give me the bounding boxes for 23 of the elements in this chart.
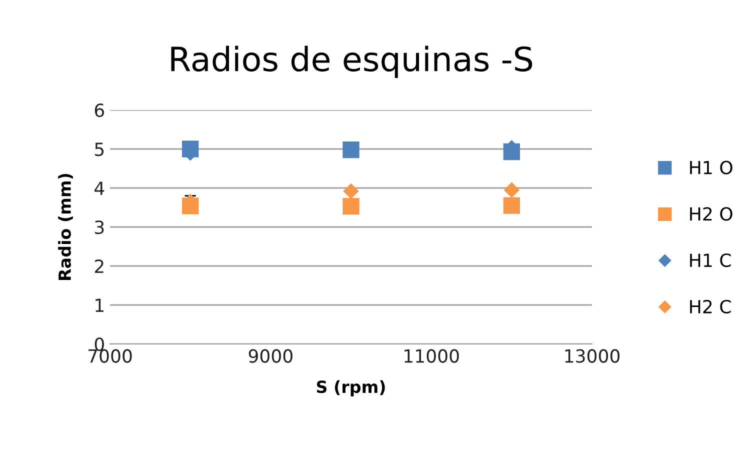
legend-label: H1 O [690,160,732,174]
point [503,197,520,214]
y-tick-label: 6 [94,103,104,118]
x-tick-label: 7000 [88,349,132,363]
point [342,198,360,215]
legend-label: H1 C [690,253,731,268]
y-axis-title: Radio (mm) [58,174,73,280]
chart-title: Radios de esquinas -S [171,46,532,78]
point [342,141,360,158]
legend-label: H2 O [690,207,732,221]
legend-label: H2 C [690,300,731,314]
y-tick-label: 0 [94,337,104,352]
y-tick-label: 3 [95,220,104,234]
point [343,184,359,199]
y-tick-label: 4 [94,182,104,195]
x-axis-title: S (rpm) [316,380,385,396]
x-tick-label: 13000 [565,349,620,363]
point [504,182,520,198]
x-tick-label: 9000 [248,349,292,363]
y-tick-label: 1 [96,298,104,312]
y-tick-label: 5 [95,142,104,156]
x-tick-label: 11000 [404,349,459,363]
y-tick-label: 2 [94,259,104,273]
